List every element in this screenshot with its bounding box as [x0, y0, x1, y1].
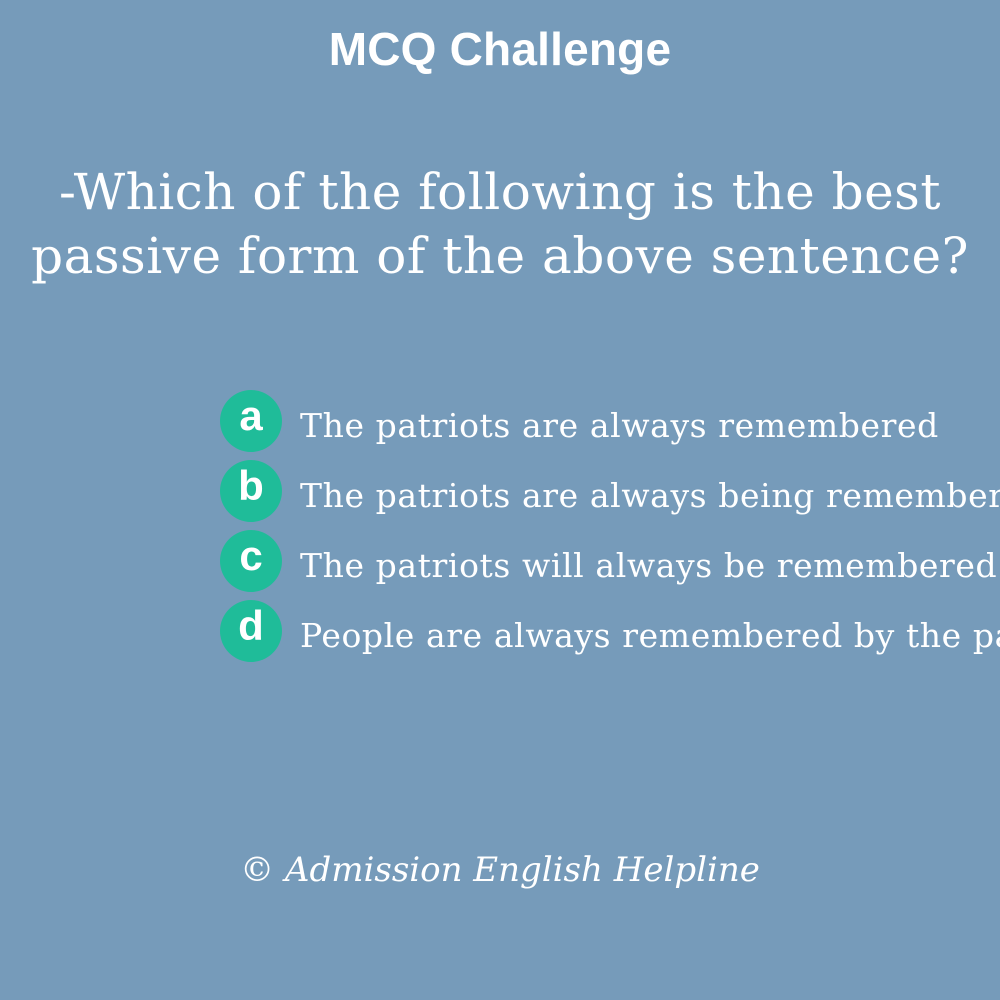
question-line-1: -Which of the following is the best	[59, 163, 941, 221]
option-d-text: People are always remembered by the patr…	[300, 616, 1000, 655]
option-b-badge: b	[220, 460, 282, 522]
option-d-badge: d	[220, 600, 282, 662]
copyright-footer: © Admission English Helpline	[240, 850, 760, 890]
option-c-badge: c	[220, 530, 282, 592]
option-a-text: The patriots are always remembered	[300, 406, 939, 445]
option-b-text: The patriots are always being remembered	[300, 476, 1000, 515]
option-a-badge: a	[220, 390, 282, 452]
option-d[interactable]: d People are always remembered by the pa…	[220, 600, 1000, 662]
option-a[interactable]: a The patriots are always remembered	[220, 390, 1000, 452]
page-title: MCQ Challenge	[328, 23, 672, 75]
question-line-2: passive form of the above sentence?	[31, 227, 969, 285]
option-c[interactable]: c The patriots will always be remembered	[220, 530, 1000, 592]
question-text: -Which of the following is the best pass…	[0, 160, 1000, 288]
option-c-text: The patriots will always be remembered	[300, 546, 998, 585]
option-b[interactable]: b The patriots are always being remember…	[220, 460, 1000, 522]
